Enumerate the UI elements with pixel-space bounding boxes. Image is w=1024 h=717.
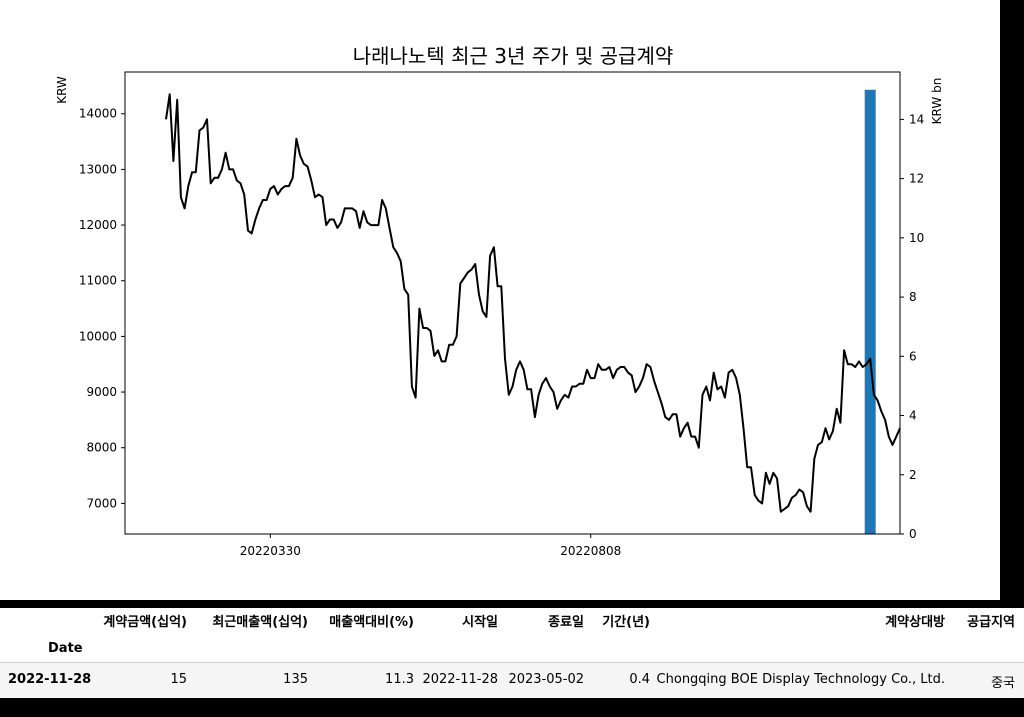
y2-axis-label: KRW bn (930, 78, 944, 125)
y-tick-label: 10000 (79, 329, 117, 343)
x-tick-label: 20220330 (240, 544, 301, 558)
chart-title: 나래나노텍 최근 3년 주가 및 공급계약 (353, 44, 674, 68)
col-header-start: 시작일 (462, 615, 498, 630)
y2-tick-label: 2 (909, 468, 917, 482)
col-header-revenue: 최근매출액(십억) (212, 615, 308, 630)
y-tick-label: 8000 (86, 441, 117, 455)
table-row (0, 662, 1024, 698)
y-tick-label: 12000 (79, 218, 117, 232)
col-header-ratio: 매출액대비(%) (329, 615, 414, 630)
y2-tick-label: 14 (909, 112, 924, 126)
y-tick-label: 7000 (86, 496, 117, 510)
price-chart: 나래나노텍 최근 3년 주가 및 공급계약 KRW KRW bn 7000 800… (55, 44, 944, 558)
col-header-period: 기간(년) (602, 615, 650, 630)
y-tick-label: 9000 (86, 385, 117, 399)
cell-region: 중국 (991, 676, 1015, 691)
y-axis-label: KRW (55, 76, 69, 104)
cell-revenue: 135 (283, 672, 308, 687)
y-tick-label: 13000 (79, 162, 117, 176)
col-header-amount: 계약금액(십억) (103, 615, 187, 630)
cell-counterparty: Chongqing BOE Display Technology Co., Lt… (656, 672, 945, 687)
contract-bar (864, 89, 876, 535)
y2-tick-label: 8 (909, 290, 917, 304)
contract-table: 계약금액(십억) 최근매출액(십억) 매출액대비(%) 시작일 종료일 기간(년… (0, 608, 1024, 698)
cell-end: 2023-05-02 (508, 672, 584, 687)
col-header-end: 종료일 (548, 615, 584, 630)
y-tick-label: 14000 (79, 107, 117, 121)
y2-tick-label: 4 (909, 409, 917, 423)
y2-tick-label: 0 (909, 527, 917, 541)
cell-amount: 15 (170, 672, 187, 687)
price-line (165, 93, 901, 513)
row-date: 2022-11-28 (8, 672, 92, 687)
plot-frame (124, 71, 901, 535)
y-tick-label: 11000 (79, 274, 117, 288)
col-header-region: 공급지역 (967, 615, 1015, 630)
y2-tick-label: 12 (909, 172, 924, 186)
x-tick-label: 20220808 (560, 544, 621, 558)
cell-ratio: 11.3 (385, 672, 414, 687)
cell-period: 0.4 (629, 672, 650, 687)
y2-tick-label: 6 (909, 349, 917, 363)
cell-start: 2022-11-28 (422, 672, 498, 687)
index-header-date: Date (48, 641, 83, 656)
y2-tick-label: 10 (909, 231, 924, 245)
col-header-counterparty: 계약상대방 (885, 615, 945, 630)
chart-panel: 나래나노텍 최근 3년 주가 및 공급계약 KRW KRW bn 7000 800… (0, 0, 1000, 600)
